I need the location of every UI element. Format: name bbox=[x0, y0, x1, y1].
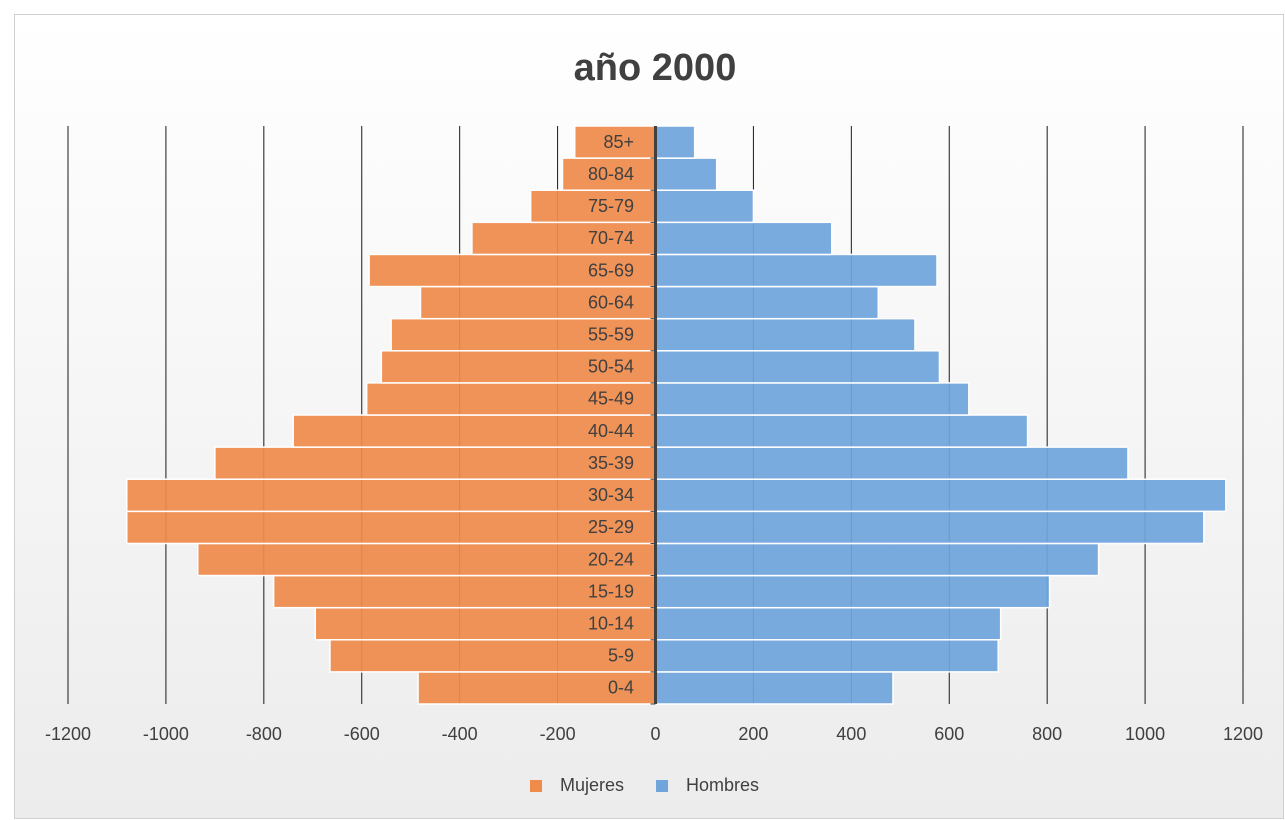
legend-swatch bbox=[656, 780, 669, 792]
legend-swatch bbox=[530, 780, 542, 792]
chart-title: año 2000 bbox=[574, 47, 737, 89]
y-tick-label: 0-4 bbox=[608, 678, 634, 698]
bar bbox=[419, 285, 657, 320]
x-tick-label: 600 bbox=[934, 724, 964, 744]
bar bbox=[654, 542, 1100, 577]
bar bbox=[654, 414, 1029, 448]
x-tick-label: -400 bbox=[442, 724, 478, 744]
bar bbox=[390, 317, 657, 352]
x-tick-label: -200 bbox=[540, 724, 576, 744]
y-tick-label: 75-79 bbox=[588, 196, 634, 216]
x-tick-label: -1200 bbox=[45, 724, 91, 744]
y-tick-label: 35-39 bbox=[588, 453, 634, 473]
bar bbox=[329, 639, 657, 673]
bar bbox=[368, 253, 657, 288]
y-tick-label: 45-49 bbox=[588, 389, 634, 409]
bar bbox=[573, 125, 657, 159]
y-tick-label: 20-24 bbox=[588, 549, 634, 569]
x-tick-label: -800 bbox=[246, 724, 282, 744]
y-tick-label: 60-64 bbox=[588, 292, 634, 312]
bar bbox=[654, 350, 941, 384]
y-tick-label: 15-19 bbox=[588, 581, 634, 601]
bar bbox=[214, 446, 657, 480]
x-tick-label: 1000 bbox=[1125, 724, 1165, 744]
bar bbox=[126, 478, 657, 513]
y-tick-label: 85+ bbox=[603, 132, 634, 152]
x-tick-label: 800 bbox=[1032, 724, 1062, 744]
labels: -1200 -1000 -800 -600 -400 -200 0 200 400 600 800 1… bbox=[45, 132, 1263, 795]
bar bbox=[314, 606, 657, 641]
y-tick-label: 40-44 bbox=[588, 421, 634, 441]
bar bbox=[654, 125, 696, 159]
bar bbox=[196, 542, 657, 577]
bar bbox=[529, 189, 657, 224]
x-tick-label: -1000 bbox=[143, 724, 189, 744]
bar bbox=[654, 671, 894, 705]
bar bbox=[654, 446, 1129, 480]
bar bbox=[654, 285, 880, 320]
y-tick-label: 25-29 bbox=[588, 517, 634, 537]
bar bbox=[417, 671, 657, 705]
bar bbox=[126, 510, 657, 545]
y-tick-label: 70-74 bbox=[588, 228, 634, 248]
bar bbox=[654, 221, 833, 256]
bar bbox=[654, 606, 1002, 641]
x-tick-label: 0 bbox=[650, 724, 660, 744]
x-tick-label: -600 bbox=[344, 724, 380, 744]
y-tick-label: 10-14 bbox=[588, 613, 634, 633]
bar bbox=[654, 510, 1205, 545]
bar bbox=[654, 253, 938, 288]
legend-label: Hombres bbox=[686, 775, 759, 795]
bar bbox=[654, 574, 1051, 609]
y-tick-label: 50-54 bbox=[588, 357, 634, 377]
y-tick-label: 80-84 bbox=[588, 164, 634, 184]
bar bbox=[654, 189, 755, 224]
bar bbox=[654, 382, 970, 416]
bar bbox=[292, 414, 657, 448]
bar bbox=[654, 157, 718, 191]
x-tick-label: 400 bbox=[836, 724, 866, 744]
bar bbox=[471, 221, 657, 256]
legend-label: Mujeres bbox=[560, 775, 624, 795]
y-tick-label: 65-69 bbox=[588, 260, 634, 280]
bar bbox=[654, 639, 999, 673]
x-tick-label: 1200 bbox=[1223, 724, 1263, 744]
y-tick-label: 5-9 bbox=[608, 646, 634, 666]
bar bbox=[654, 478, 1227, 513]
y-tick-label: 30-34 bbox=[588, 485, 634, 505]
bar bbox=[654, 317, 916, 352]
bars bbox=[126, 125, 1227, 705]
y-tick-label: 55-59 bbox=[588, 324, 634, 344]
bar bbox=[272, 574, 657, 609]
x-tick-label: 200 bbox=[738, 724, 768, 744]
